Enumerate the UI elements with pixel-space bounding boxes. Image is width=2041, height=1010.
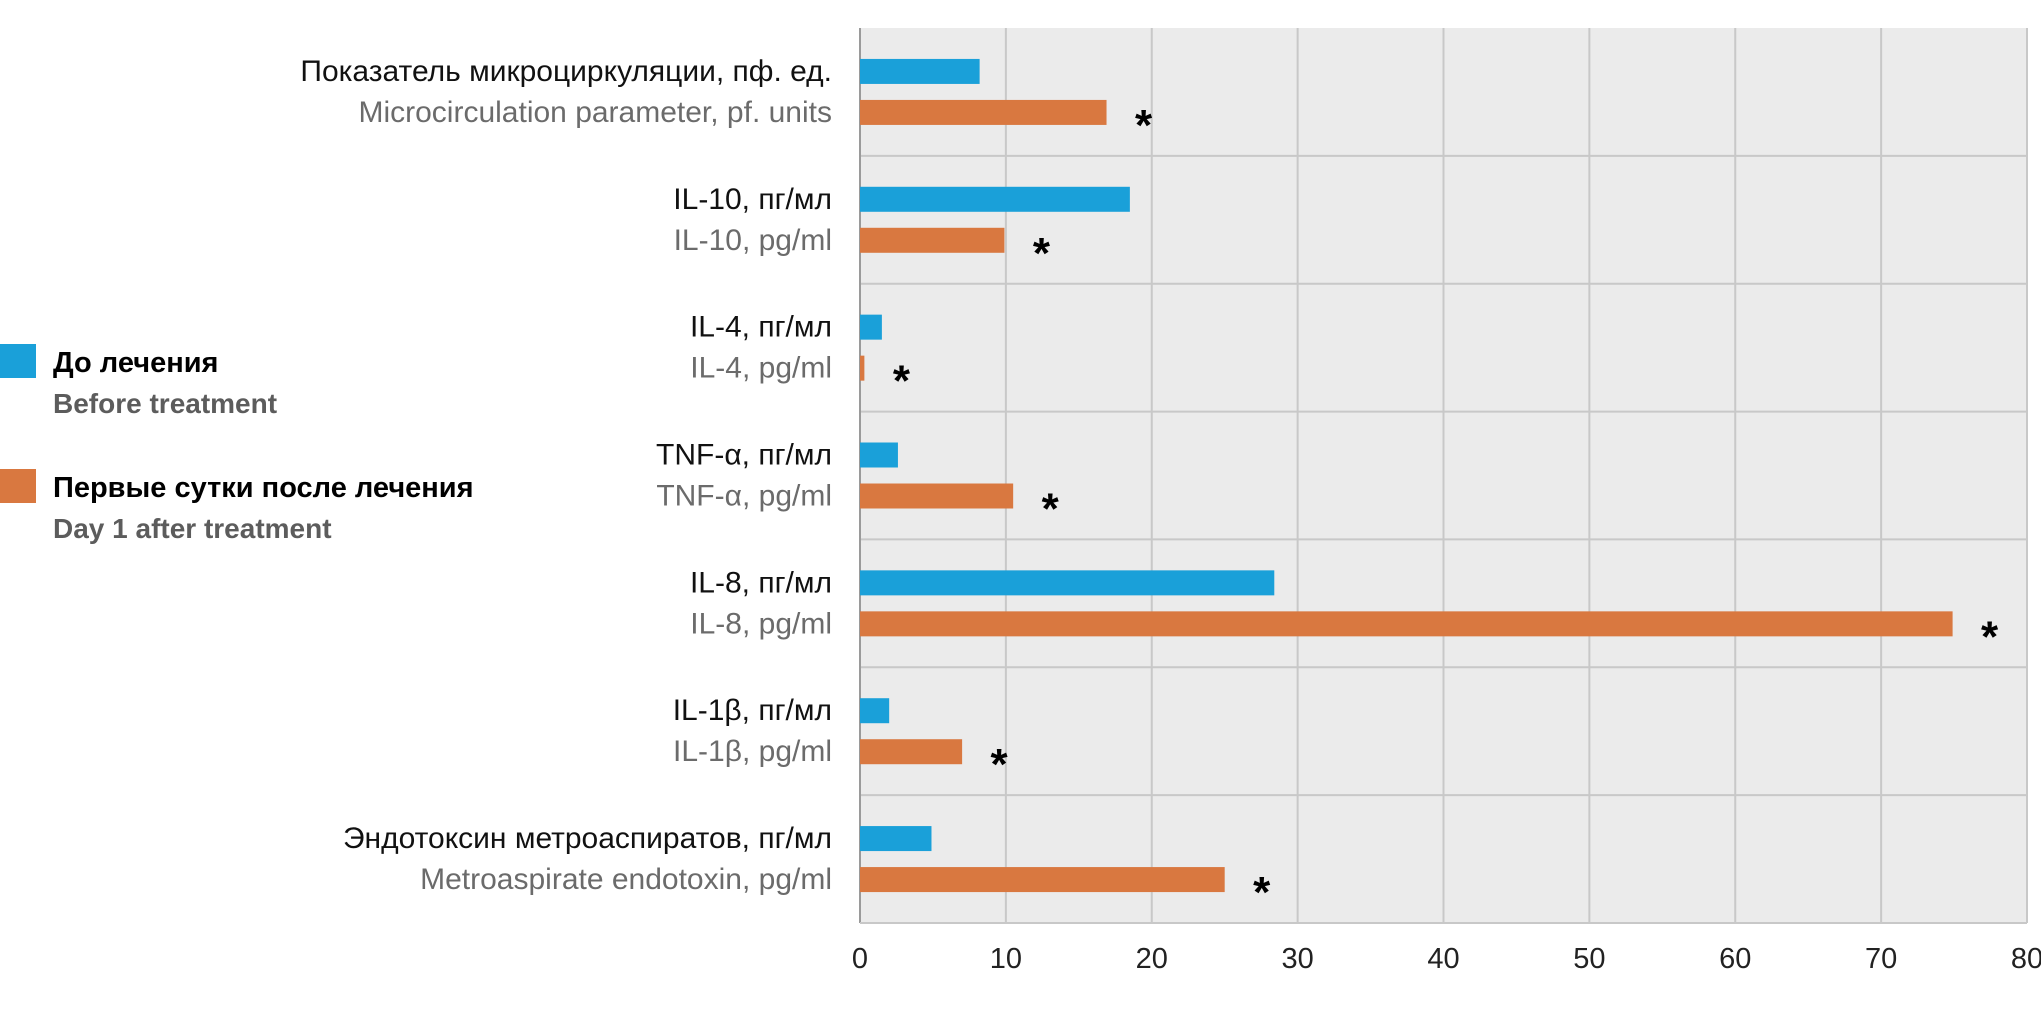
- bar-after-treatment: [860, 739, 963, 765]
- bar-before-treatment: [860, 58, 980, 84]
- bar-before-treatment: [860, 314, 882, 340]
- category-label-ru: IL-8, пг/мл: [690, 566, 832, 599]
- significance-asterisk: *: [1042, 485, 1060, 534]
- legend-swatch-after: [0, 469, 36, 503]
- x-axis-tick-labels: 0 10 20 30 40 50 60 70 80: [852, 943, 2041, 975]
- significance-markers: * * * * * * *: [893, 101, 1999, 917]
- significance-asterisk: *: [1135, 101, 1153, 150]
- significance-asterisk: *: [1033, 229, 1051, 278]
- legend: До лечения Before treatment Первые сутки…: [0, 344, 474, 544]
- legend-label-after-en: Day 1 after treatment: [53, 513, 332, 544]
- bar-before-treatment: [860, 186, 1130, 212]
- category-labels: Показатель микроциркуляции, пф. ед. Micro…: [300, 55, 832, 896]
- legend-swatch-before: [0, 344, 36, 378]
- category-label-ru: IL-1β, пг/мл: [673, 694, 832, 727]
- category-label-ru: IL-4, пг/мл: [690, 311, 832, 344]
- category-label-en: IL-10, pg/ml: [674, 224, 832, 257]
- legend-label-before-en: Before treatment: [53, 388, 277, 419]
- gridlines: [859, 28, 2028, 924]
- x-tick-label: 50: [1573, 943, 1605, 975]
- bars: [860, 58, 1953, 893]
- x-tick-label: 0: [852, 943, 868, 975]
- x-tick-label: 70: [1865, 943, 1897, 975]
- x-tick-label: 20: [1136, 943, 1168, 975]
- significance-asterisk: *: [893, 357, 911, 406]
- significance-asterisk: *: [991, 740, 1009, 789]
- bar-before-treatment: [860, 570, 1275, 596]
- x-tick-label: 30: [1281, 943, 1313, 975]
- x-tick-label: 60: [1719, 943, 1751, 975]
- category-label-en: Metroaspirate endotoxin, pg/ml: [420, 863, 832, 896]
- category-label-en: IL-4, pg/ml: [690, 352, 832, 385]
- category-label-en: IL-8, pg/ml: [690, 607, 832, 640]
- legend-label-after-ru: Первые сутки после лечения: [53, 472, 474, 504]
- significance-asterisk: *: [1981, 612, 1999, 661]
- bar-before-treatment: [860, 698, 890, 724]
- x-tick-label: 40: [1427, 943, 1459, 975]
- x-tick-label: 10: [990, 943, 1022, 975]
- bar-after-treatment: [860, 867, 1225, 893]
- bar-after-treatment: [860, 227, 1005, 253]
- category-label-en: Microcirculation parameter, pf. units: [358, 96, 832, 129]
- bar-after-treatment: [860, 99, 1107, 125]
- bar-after-treatment: [860, 611, 1953, 637]
- bar-after-treatment: [860, 355, 865, 381]
- bar-after-treatment: [860, 483, 1014, 509]
- category-label-en: TNF-α, pg/ml: [656, 480, 832, 513]
- bar-before-treatment: [860, 826, 932, 852]
- category-label-ru: Эндотоксин метроаспиратов, пг/мл: [343, 822, 832, 855]
- x-tick-label: 80: [2011, 943, 2041, 975]
- significance-asterisk: *: [1253, 868, 1271, 917]
- category-label-ru: TNF-α, пг/мл: [656, 439, 832, 472]
- legend-label-before-ru: До лечения: [53, 347, 218, 379]
- category-label-en: IL-1β, pg/ml: [673, 735, 832, 768]
- category-label-ru: Показатель микроциркуляции, пф. ед.: [300, 55, 832, 88]
- category-label-ru: IL-10, пг/мл: [673, 183, 832, 216]
- bar-before-treatment: [860, 442, 898, 468]
